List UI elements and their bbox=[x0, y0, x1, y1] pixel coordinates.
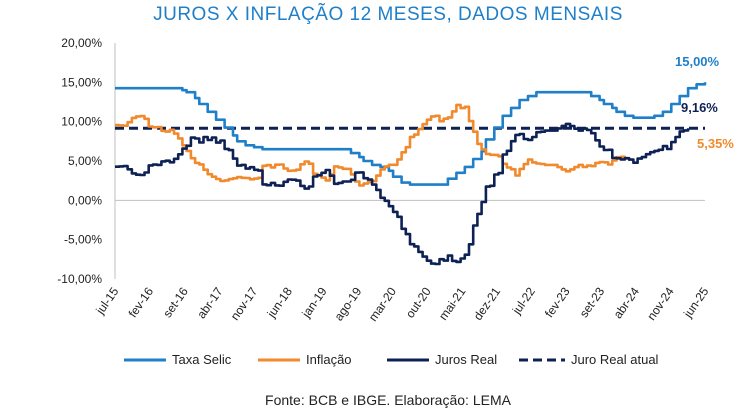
source-note: Fonte: BCB e IBGE. Elaboração: LEMA bbox=[265, 392, 512, 408]
x-tick-label: dez-21 bbox=[471, 284, 504, 322]
plot-area bbox=[115, 82, 707, 266]
x-tick-label: fev-23 bbox=[542, 284, 573, 320]
legend-label-inflacao: Inflação bbox=[306, 352, 352, 367]
x-tick-label: ago-19 bbox=[331, 284, 364, 323]
x-tick-label: set-16 bbox=[160, 284, 191, 320]
y-tick-label: 10,00% bbox=[61, 115, 102, 129]
x-tick-labels: jul-15 fev-16 set-16 abr-17 nov-17 jun-18 jan-… bbox=[93, 284, 712, 323]
y-tick-label: 15,00% bbox=[61, 75, 102, 89]
series-line-juros-real bbox=[115, 122, 690, 266]
x-tick-label: jul-15 bbox=[93, 284, 122, 317]
x-tick-label: jan-19 bbox=[299, 284, 330, 320]
end-labels: 15,00% 9,16% 5,35% bbox=[675, 54, 734, 151]
x-tick-label: jun-25 bbox=[680, 284, 711, 320]
x-tick-label: jul-22 bbox=[509, 284, 538, 317]
series-line-selic bbox=[115, 82, 707, 186]
y-tick-label: 5,00% bbox=[68, 154, 102, 168]
chart-title: JUROS X INFLAÇÃO 12 MESES, DADOS MENSAIS bbox=[153, 3, 623, 25]
legend: Taxa Selic Inflação Juros Real Juro Real at… bbox=[124, 352, 659, 367]
x-tick-label: mar-20 bbox=[366, 284, 399, 323]
series-line-inflacao bbox=[115, 103, 631, 187]
end-label-inflacao: 5,35% bbox=[697, 136, 734, 151]
x-tick-label: nov-17 bbox=[228, 284, 261, 322]
legend-label-juros-real: Juros Real bbox=[435, 352, 497, 367]
x-tick-label: fev-16 bbox=[126, 284, 157, 320]
y-tick-label: 0,00% bbox=[68, 193, 102, 207]
legend-label-atual: Juro Real atual bbox=[571, 352, 659, 367]
end-label-selic: 15,00% bbox=[675, 54, 720, 69]
x-tick-label: nov-24 bbox=[644, 284, 677, 322]
legend-label-selic: Taxa Selic bbox=[172, 352, 232, 367]
x-tick-label: set-23 bbox=[577, 284, 608, 320]
y-tick-labels: 20,00% 15,00% 10,00% 5,00% 0,00% -5,00% -10,00… bbox=[57, 36, 102, 286]
y-tick-label: 20,00% bbox=[61, 36, 102, 50]
end-label-juros-real: 9,16% bbox=[681, 100, 718, 115]
x-tick-label: mai-21 bbox=[436, 284, 469, 322]
x-tick-label: abr-17 bbox=[194, 284, 226, 321]
y-tick-label: -10,00% bbox=[57, 272, 102, 286]
x-tick-label: abr-24 bbox=[611, 284, 643, 321]
y-tick-label: -5,00% bbox=[64, 233, 102, 247]
x-tick-label: out-20 bbox=[403, 284, 434, 320]
x-tick-label: jun-18 bbox=[264, 284, 295, 320]
